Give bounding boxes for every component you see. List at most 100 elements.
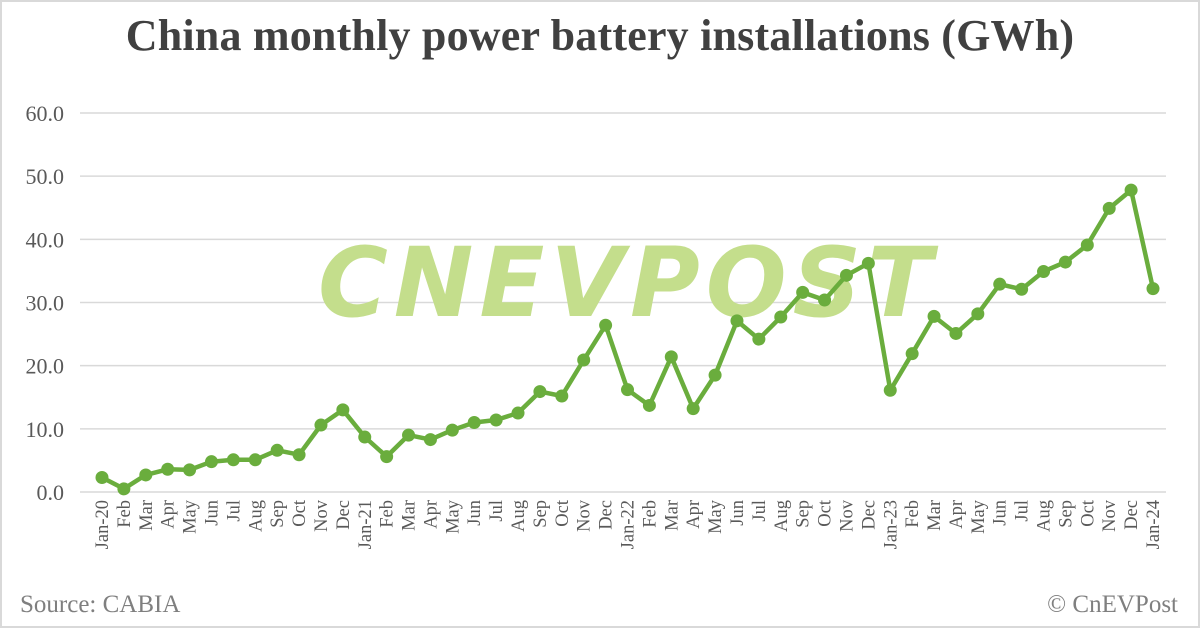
x-tick-label: Mar <box>137 500 157 531</box>
x-tick-label: Jan-21 <box>356 500 376 549</box>
data-point <box>708 368 722 382</box>
x-tick-label: May <box>969 499 989 534</box>
x-tick-label: Jul <box>1013 500 1033 522</box>
data-point <box>818 293 832 307</box>
x-tick-label: Nov <box>837 499 857 532</box>
source-note: Source: CABIA <box>20 591 181 618</box>
data-point <box>161 462 175 476</box>
data-point <box>402 428 416 442</box>
data-point <box>445 423 459 437</box>
x-tick-label: Feb <box>640 500 660 528</box>
data-point <box>730 314 744 328</box>
data-point <box>358 430 372 444</box>
x-tick-label: Aug <box>772 500 792 532</box>
data-point <box>555 389 569 403</box>
data-point <box>270 443 284 457</box>
x-tick-label: Feb <box>903 500 923 528</box>
x-tick-label: Aug <box>246 500 266 532</box>
data-point <box>905 347 919 361</box>
y-axis-ticks: 0.0 10.0 20.0 30.0 40.0 50.0 60.0 <box>26 101 65 505</box>
data-point <box>883 383 897 397</box>
x-tick-label: May <box>443 499 463 534</box>
data-point <box>971 307 985 321</box>
x-tick-label: Mar <box>400 500 420 531</box>
data-point <box>314 418 328 432</box>
chart-title: China monthly power battery installation… <box>125 11 1075 60</box>
x-tick-label: Apr <box>421 500 441 529</box>
data-point <box>861 256 875 270</box>
x-tick-label: Aug <box>1035 500 1055 532</box>
data-point <box>117 482 131 496</box>
data-point <box>380 450 394 464</box>
data-point <box>774 310 788 324</box>
data-point <box>796 285 810 299</box>
data-point <box>1124 183 1138 197</box>
data-point <box>577 353 591 367</box>
x-tick-label: Jun <box>465 500 485 526</box>
x-tick-label: Sep <box>1056 500 1076 528</box>
x-tick-label: Dec <box>597 500 617 530</box>
x-tick-label: Oct <box>290 499 310 527</box>
x-tick-label: Feb <box>115 500 135 528</box>
x-tick-label: Apr <box>947 500 967 529</box>
x-tick-label: Dec <box>1122 500 1142 530</box>
x-tick-label: Dec <box>334 500 354 530</box>
data-point <box>839 268 853 282</box>
data-point <box>1037 265 1051 279</box>
y-tick-label: 50.0 <box>26 164 65 189</box>
data-point <box>533 385 547 399</box>
y-tick-label: 60.0 <box>26 101 65 126</box>
data-point <box>1080 238 1094 252</box>
x-tick-label: Nov <box>1100 499 1120 532</box>
x-tick-label: Dec <box>859 500 879 530</box>
x-tick-label: Mar <box>662 500 682 531</box>
y-tick-label: 0.0 <box>37 480 65 505</box>
x-tick-label: Jun <box>991 500 1011 526</box>
data-point <box>642 398 656 412</box>
x-tick-label: Sep <box>268 500 288 528</box>
x-tick-label: Sep <box>531 500 551 528</box>
y-tick-label: 30.0 <box>26 291 65 316</box>
data-point <box>1015 282 1029 296</box>
data-point <box>226 453 240 467</box>
x-tick-label: Aug <box>509 500 529 532</box>
x-tick-label: Jan-20 <box>93 500 113 549</box>
data-point <box>292 448 306 462</box>
x-tick-label: Mar <box>925 500 945 531</box>
x-tick-label: May <box>181 499 201 534</box>
y-tick-label: 20.0 <box>26 354 65 379</box>
watermark: CNEVPOST <box>318 227 939 339</box>
data-point <box>183 463 197 477</box>
data-point <box>139 468 153 482</box>
x-tick-label: Jul <box>224 500 244 522</box>
y-tick-label: 40.0 <box>26 227 65 252</box>
data-point <box>927 309 941 323</box>
data-point <box>599 318 613 332</box>
copyright-credit: © CnEVPost <box>1047 591 1178 618</box>
data-point <box>993 277 1007 291</box>
data-point <box>621 383 634 397</box>
data-point <box>423 433 437 447</box>
x-tick-label: Nov <box>312 499 332 532</box>
data-point <box>752 332 766 346</box>
data-point <box>949 326 963 340</box>
x-tick-label: Jan-24 <box>1144 500 1164 549</box>
data-point <box>686 402 700 416</box>
x-tick-label: Jun <box>202 500 222 526</box>
x-tick-label: Feb <box>378 500 398 528</box>
data-point <box>204 455 218 469</box>
x-tick-label: Jun <box>728 500 748 526</box>
x-tick-label: Sep <box>794 500 814 528</box>
x-tick-label: Oct <box>553 499 573 527</box>
x-tick-label: Apr <box>684 500 704 529</box>
data-point <box>336 403 350 417</box>
x-axis-ticks: Jan-20 Feb Mar Apr May Jun Jul Aug Sep Oct Nov Dec J… <box>93 499 1164 549</box>
y-tick-label: 10.0 <box>26 417 65 442</box>
x-tick-label: Oct <box>1078 499 1098 527</box>
data-point <box>1058 255 1072 269</box>
x-tick-label: Jan-22 <box>619 500 639 549</box>
x-tick-label: May <box>706 499 726 534</box>
x-tick-label: Jul <box>487 500 507 522</box>
data-point <box>664 350 678 364</box>
